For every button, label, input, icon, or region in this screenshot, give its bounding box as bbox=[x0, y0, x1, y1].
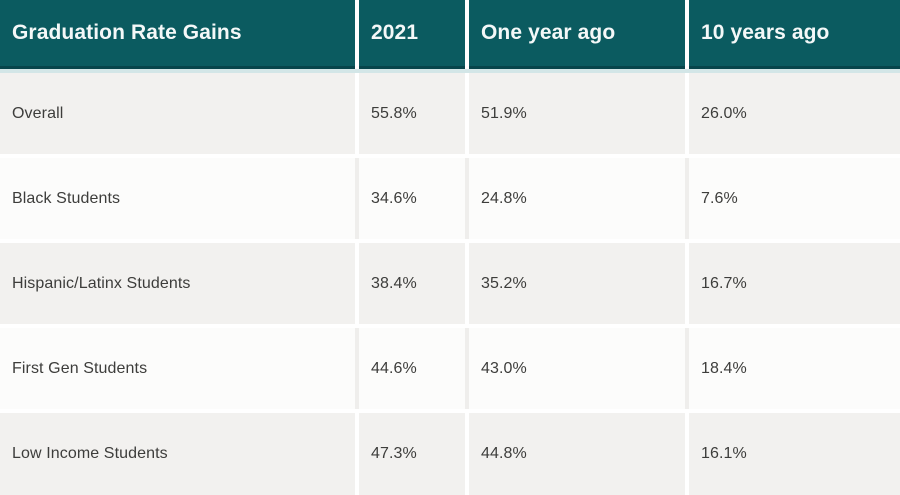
column-header-one-year-ago: One year ago bbox=[469, 0, 685, 69]
cell-value: 55.8% bbox=[359, 73, 465, 154]
table-row: Black Students 34.6% 24.8% 7.6% bbox=[0, 158, 900, 239]
cell-value: 35.2% bbox=[469, 243, 685, 324]
cell-value: 24.8% bbox=[469, 158, 685, 239]
cell-value: 18.4% bbox=[689, 328, 900, 409]
cell-value: 44.6% bbox=[359, 328, 465, 409]
table-header-row: Graduation Rate Gains 2021 One year ago … bbox=[0, 0, 900, 69]
row-label: Low Income Students bbox=[0, 413, 355, 495]
row-label: Hispanic/Latinx Students bbox=[0, 243, 355, 324]
column-header-2021: 2021 bbox=[359, 0, 465, 69]
table-title: Graduation Rate Gains bbox=[0, 0, 355, 69]
cell-value: 44.8% bbox=[469, 413, 685, 495]
cell-value: 34.6% bbox=[359, 158, 465, 239]
cell-value: 51.9% bbox=[469, 73, 685, 154]
column-header-10-years-ago: 10 years ago bbox=[689, 0, 900, 69]
cell-value: 26.0% bbox=[689, 73, 900, 154]
table-row: Hispanic/Latinx Students 38.4% 35.2% 16.… bbox=[0, 243, 900, 324]
header-divider bbox=[0, 69, 900, 73]
cell-value: 43.0% bbox=[469, 328, 685, 409]
row-label: Overall bbox=[0, 73, 355, 154]
row-label: First Gen Students bbox=[0, 328, 355, 409]
cell-value: 38.4% bbox=[359, 243, 465, 324]
table-row: Low Income Students 47.3% 44.8% 16.1% bbox=[0, 413, 900, 495]
row-label: Black Students bbox=[0, 158, 355, 239]
cell-value: 47.3% bbox=[359, 413, 465, 495]
cell-value: 7.6% bbox=[689, 158, 900, 239]
table-row: Overall 55.8% 51.9% 26.0% bbox=[0, 73, 900, 154]
cell-value: 16.7% bbox=[689, 243, 900, 324]
cell-value: 16.1% bbox=[689, 413, 900, 495]
table-row: First Gen Students 44.6% 43.0% 18.4% bbox=[0, 328, 900, 409]
